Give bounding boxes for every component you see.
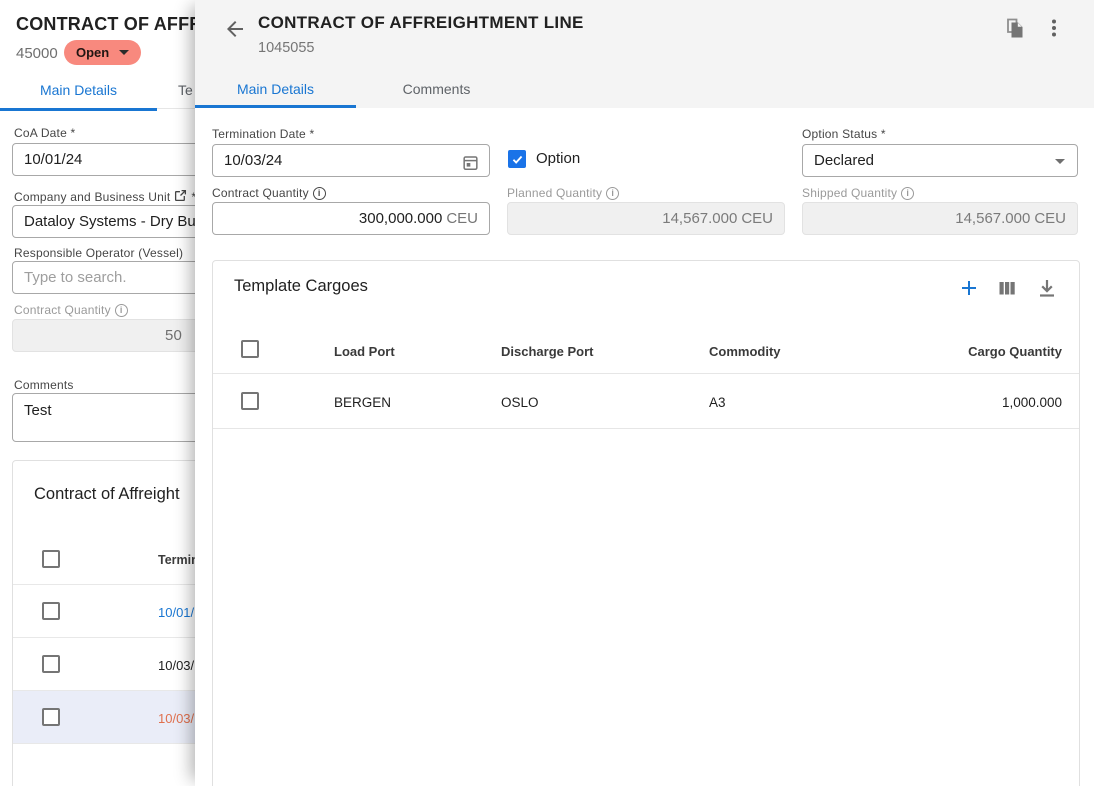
option-checkbox[interactable] — [508, 150, 526, 168]
company-label: Company and Business Unit * — [14, 189, 197, 205]
chevron-down-icon — [119, 50, 130, 55]
template-cargoes-title: Template Cargoes — [234, 277, 368, 295]
check-icon — [512, 155, 522, 164]
tab-main-details[interactable]: Main Details — [195, 70, 356, 108]
unit-suffix: CEU — [741, 210, 773, 227]
termination-date-cell[interactable]: 10/03/ — [158, 711, 195, 726]
row-checkbox[interactable] — [42, 602, 60, 620]
option-status-label: Option Status * — [802, 127, 886, 141]
lp-contract-quantity-label: Contract Quantity i — [14, 303, 128, 317]
option-label: Option — [536, 150, 581, 167]
termination-date-link[interactable]: 10/01/ — [158, 605, 195, 620]
tab-comments[interactable]: Comments — [402, 81, 471, 97]
coa-record-id: 45000 — [16, 45, 58, 62]
coa-line-detail-panel: CONTRACT OF AFFREIGHTMENT LINE 1045055 M… — [195, 0, 1094, 786]
download-icon — [1040, 280, 1054, 297]
template-cargoes-header-row: Load Port Discharge Port Commodity Cargo… — [213, 323, 1079, 374]
coa-page-title: CONTRACT OF AFFRE — [16, 14, 215, 34]
termination-date-input[interactable]: 10/03/24 — [212, 144, 490, 177]
plus-icon — [962, 281, 976, 295]
commodity-header: Commodity — [709, 344, 781, 359]
contract-quantity-label: Contract Quantity i — [212, 186, 326, 200]
comments-label: Comments — [14, 378, 74, 392]
table-row[interactable]: BERGEN OSLO A3 1,000.000 — [213, 374, 1079, 429]
discharge-port-header: Discharge Port — [501, 344, 594, 359]
row-checkbox[interactable] — [241, 392, 259, 410]
coa-date-label: CoA Date * — [14, 126, 76, 140]
row-checkbox[interactable] — [42, 655, 60, 673]
kebab-menu-icon — [1052, 19, 1056, 37]
termination-column-header: Termin — [158, 553, 199, 567]
template-cargoes-card: Template Cargoes Load Port Discharge Por… — [212, 260, 1080, 786]
contract-quantity-input[interactable]: 300,000.000 CEU — [212, 202, 490, 235]
planned-quantity-label: Planned Quantity i — [507, 186, 620, 200]
info-icon: i — [312, 186, 326, 200]
detail-header: CONTRACT OF AFFREIGHTMENT LINE 1045055 M… — [195, 0, 1094, 108]
discharge-port-cell: OSLO — [501, 395, 539, 410]
responsible-operator-label: Responsible Operator (Vessel) — [14, 246, 184, 260]
select-all-checkbox[interactable] — [42, 550, 60, 568]
option-status-select[interactable]: Declared — [802, 144, 1078, 177]
arrow-left-icon — [227, 21, 243, 37]
shipped-quantity-label: Shipped Quantity i — [802, 186, 915, 200]
cargo-quantity-header: Cargo Quantity — [968, 344, 1062, 359]
info-icon: i — [901, 186, 915, 200]
add-cargo-button[interactable] — [957, 276, 981, 300]
detail-tabbar: Main Details Comments — [195, 70, 1094, 108]
termination-date-label: Termination Date * — [212, 127, 315, 141]
unit-suffix: CEU — [446, 210, 478, 227]
column-settings-button[interactable] — [995, 276, 1019, 300]
detail-title: CONTRACT OF AFFREIGHTMENT LINE — [258, 13, 584, 32]
termination-date-cell[interactable]: 10/03/ — [158, 658, 195, 673]
tab-second[interactable]: Te — [178, 81, 193, 98]
planned-quantity-input: 14,567.000 CEU — [507, 202, 785, 235]
copy-icon — [1007, 18, 1023, 38]
detail-record-id: 1045055 — [258, 40, 315, 56]
commodity-cell: A3 — [709, 395, 726, 410]
chevron-down-icon — [1055, 159, 1065, 164]
load-port-header: Load Port — [334, 344, 395, 359]
calendar-icon[interactable] — [461, 152, 480, 183]
status-dropdown-open[interactable]: Open — [64, 40, 142, 65]
cargo-quantity-cell: 1,000.000 — [1001, 395, 1062, 410]
tab-main-details[interactable]: Main Details — [0, 70, 157, 111]
back-button[interactable] — [222, 17, 248, 43]
unit-suffix: CEU — [1034, 210, 1066, 227]
columns-icon — [999, 282, 1015, 295]
row-checkbox[interactable] — [42, 708, 60, 726]
download-button[interactable] — [1035, 276, 1059, 300]
info-icon: i — [606, 186, 620, 200]
external-link-icon[interactable] — [174, 189, 187, 205]
info-icon: i — [114, 303, 128, 317]
load-port-cell: BERGEN — [334, 395, 392, 410]
shipped-quantity-input: 14,567.000 CEU — [802, 202, 1078, 235]
coa-lines-card-title: Contract of Affreight — [34, 485, 180, 503]
status-badge: Open — [76, 45, 110, 60]
copy-button[interactable] — [1001, 16, 1027, 42]
select-all-checkbox[interactable] — [241, 340, 259, 358]
kebab-menu-button[interactable] — [1041, 16, 1067, 42]
